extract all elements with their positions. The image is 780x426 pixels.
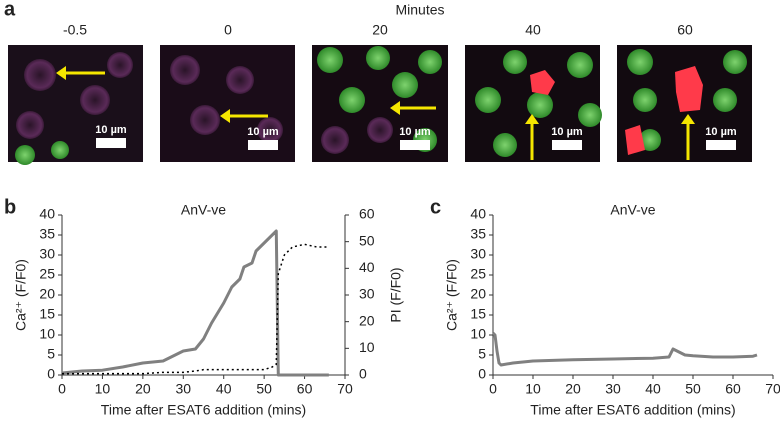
y2-tick-label: 20 [359, 312, 375, 328]
scale-bar-label: 10 µm [247, 126, 279, 138]
x-tick-label: 10 [95, 381, 111, 397]
x-tick-label: 30 [175, 381, 191, 397]
y-tick-label: 25 [470, 266, 486, 282]
x-axis-label: Time after ESAT6 addition (mins) [101, 402, 306, 418]
y2-tick-label: 30 [359, 286, 375, 302]
image-label: 0 [224, 22, 232, 38]
y-tick-label: 15 [39, 306, 55, 322]
y-tick-label: 20 [39, 286, 55, 302]
y-tick-label: 40 [39, 206, 55, 222]
x-tick-label: 50 [256, 381, 272, 397]
data-line [61, 229, 329, 377]
micrograph: 10 µm [8, 45, 143, 165]
y-tick-label: 0 [478, 366, 486, 382]
x-tick-label: 60 [725, 381, 741, 397]
scale-bar-label: 10 µm [399, 126, 431, 138]
y-tick-label: 5 [478, 346, 486, 362]
scale-bar-label: 10 µm [705, 126, 737, 138]
micrograph: 10 µm [312, 45, 448, 162]
y-tick-label: 0 [47, 366, 55, 382]
y-tick-label: 40 [470, 206, 486, 222]
x-tick-label: 20 [565, 381, 581, 397]
x-tick-label: 40 [216, 381, 232, 397]
y-tick-label: 5 [47, 346, 55, 362]
y2-tick-label: 50 [359, 232, 375, 248]
y-tick-label: 15 [470, 306, 486, 322]
x-tick-label: 0 [489, 381, 497, 397]
y-tick-label: 25 [39, 266, 55, 282]
panel-label: a [4, 0, 16, 20]
y-axis-label: Ca²⁺ (F/F0) [444, 259, 460, 331]
x-tick-label: 10 [525, 381, 541, 397]
y2-tick-label: 10 [359, 339, 375, 355]
image-label: -0.5 [63, 22, 87, 38]
x-tick-label: 70 [765, 381, 780, 397]
image-axis-title: Minutes [395, 2, 444, 18]
x-tick-label: 40 [645, 381, 661, 397]
micrograph: 10 µm [617, 45, 752, 162]
image-labels: -0.5 0 20 40 60 [63, 22, 693, 38]
data-line [62, 243, 329, 375]
panel-label: c [430, 196, 441, 218]
scale-bar-label: 10 µm [551, 126, 583, 138]
y-tick-label: 30 [470, 246, 486, 262]
y-axis-label: Ca²⁺ (F/F0) [13, 259, 29, 331]
y-tick-label: 20 [470, 286, 486, 302]
x-axis-label: Time after ESAT6 addition (mins) [530, 402, 735, 418]
micrograph: 10 µm [465, 45, 602, 162]
chart-title: AnV-ve [181, 202, 226, 218]
chart-title: AnV-ve [610, 202, 655, 218]
y-tick-label: 30 [39, 246, 55, 262]
x-tick-label: 70 [337, 381, 353, 397]
image-label: 20 [372, 22, 388, 38]
data-line [491, 331, 758, 367]
y2-tick-label: 0 [359, 366, 367, 382]
image-label: 40 [525, 22, 541, 38]
x-tick-label: 60 [297, 381, 313, 397]
x-tick-label: 0 [58, 381, 66, 397]
micrograph: 10 µm [160, 45, 295, 162]
y2-tick-label: 60 [359, 206, 375, 222]
image-label: 60 [677, 22, 693, 38]
x-tick-label: 20 [135, 381, 151, 397]
y2-tick-label: 40 [359, 259, 375, 275]
y-tick-label: 35 [39, 226, 55, 242]
x-tick-label: 30 [605, 381, 621, 397]
y-tick-label: 10 [470, 326, 486, 342]
y-tick-label: 35 [470, 226, 486, 242]
y2-axis-label: PI (F/F0) [388, 267, 404, 322]
panel-label: b [4, 196, 16, 218]
scale-bar-label: 10 µm [95, 124, 127, 136]
x-tick-label: 50 [685, 381, 701, 397]
y-tick-label: 10 [39, 326, 55, 342]
